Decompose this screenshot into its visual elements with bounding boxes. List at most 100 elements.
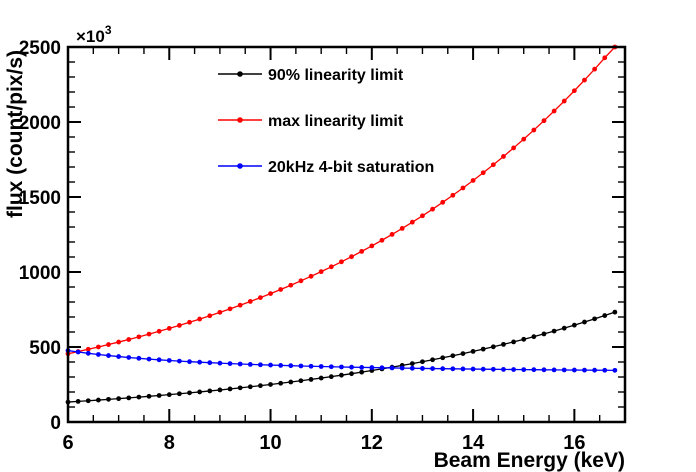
axis-labels: 6 8 10 12 14 16 0 500 1000 1500 2000 2500 ×103 Beam E… — [4, 23, 625, 472]
data-point-marker — [237, 385, 243, 391]
data-point-marker — [217, 387, 223, 393]
data-point-marker — [521, 336, 527, 342]
data-point-marker — [430, 357, 435, 363]
data-point-marker — [258, 383, 263, 389]
data-point-marker — [592, 66, 598, 72]
data-point-marker — [470, 348, 476, 354]
data-point-marker — [308, 363, 314, 369]
data-point-marker — [349, 364, 354, 370]
data-point-marker — [582, 367, 587, 373]
data-point-marker — [602, 55, 608, 61]
data-point-marker — [339, 259, 344, 265]
data-point-marker — [602, 367, 608, 373]
data-point-marker — [156, 328, 162, 334]
data-point-marker — [359, 369, 365, 375]
data-point-marker — [126, 337, 132, 342]
data-point-marker — [308, 273, 314, 279]
data-point-marker — [227, 386, 233, 392]
data-point-marker — [460, 351, 466, 356]
data-point-marker — [308, 377, 314, 382]
x-tick-label: 6 — [62, 432, 73, 454]
data-point-marker — [450, 353, 456, 359]
y-axis-multiplier: ×103 — [76, 23, 112, 46]
data-point-marker — [126, 355, 132, 360]
data-point-marker — [490, 366, 496, 372]
data-point-marker — [420, 366, 425, 371]
data-point-marker — [571, 367, 577, 373]
series-markers-0 — [65, 309, 618, 405]
y-tick-label: 500 — [29, 338, 61, 359]
data-point-marker — [379, 365, 385, 371]
data-point-marker — [571, 322, 577, 328]
y-tick-label: 2500 — [19, 38, 61, 59]
data-point-marker — [227, 306, 233, 312]
frame-rect — [66, 45, 627, 424]
legend-marker — [237, 117, 243, 123]
data-point-marker — [207, 388, 213, 394]
data-point-marker — [197, 316, 203, 322]
data-point-marker — [399, 225, 405, 231]
data-point-marker — [237, 302, 243, 308]
data-point-marker — [450, 192, 456, 198]
data-point-marker — [288, 363, 294, 369]
data-point-marker — [207, 360, 213, 366]
y-tick-label: 0 — [50, 413, 61, 434]
data-point-marker — [156, 357, 162, 363]
data-point-marker — [318, 364, 324, 369]
data-point-marker — [318, 269, 324, 275]
data-point-marker — [460, 366, 466, 372]
data-point-marker — [95, 344, 101, 350]
data-point-marker — [247, 361, 253, 367]
series-markers-1 — [65, 44, 618, 357]
data-point-marker — [207, 313, 213, 319]
data-point-marker — [187, 359, 192, 365]
data-point-marker — [85, 346, 91, 352]
data-point-marker — [187, 319, 192, 325]
data-point-marker — [258, 295, 263, 300]
y-tick-label: 1500 — [19, 188, 61, 209]
data-point-marker — [470, 178, 476, 183]
data-point-marker — [187, 390, 192, 396]
data-point-marker — [197, 389, 203, 395]
data-point-marker — [247, 384, 253, 390]
data-point-marker — [379, 237, 385, 243]
data-point-marker — [440, 355, 446, 361]
data-point-marker — [592, 367, 598, 373]
legend-label: 90% linearity limit — [268, 67, 404, 84]
data-point-marker — [298, 378, 304, 384]
legend-label: max linearity limit — [268, 113, 404, 130]
series-line-1 — [67, 46, 616, 355]
data-point-marker — [602, 313, 608, 318]
data-point-marker — [146, 331, 152, 337]
data-point-marker — [75, 399, 81, 404]
data-point-marker — [511, 339, 516, 345]
data-point-marker — [359, 364, 365, 370]
data-point-marker — [268, 362, 273, 368]
data-point-marker — [511, 145, 516, 151]
legend-marker — [237, 71, 243, 77]
data-point-marker — [349, 254, 354, 260]
data-point-marker — [268, 382, 273, 387]
data-point-marker — [409, 361, 415, 366]
legend-entry-1: max linearity limit — [218, 113, 404, 130]
legend-entry-2: 20kHz 4-bit saturation — [218, 159, 434, 176]
data-point-marker — [490, 344, 496, 350]
data-point-marker — [217, 309, 223, 315]
data-point-marker — [470, 366, 476, 372]
data-point-marker — [369, 365, 375, 370]
data-point-marker — [136, 355, 142, 361]
data-point-marker — [420, 359, 425, 365]
data-point-marker — [177, 322, 182, 328]
data-point-marker — [116, 339, 122, 345]
data-point-marker — [571, 88, 577, 94]
data-point-marker — [531, 334, 537, 340]
data-point-marker — [126, 395, 132, 401]
data-point-marker — [136, 334, 142, 340]
data-point-marker — [166, 392, 172, 398]
legend-marker — [237, 163, 243, 169]
data-point-marker — [237, 361, 243, 367]
y-tick-label: 1000 — [19, 263, 61, 284]
data-point-marker — [217, 360, 223, 366]
data-point-marker — [247, 299, 253, 304]
